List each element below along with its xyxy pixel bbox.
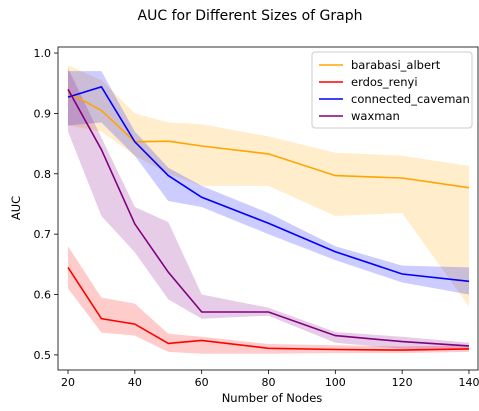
x-tick-label: 100 xyxy=(325,376,346,389)
band-connected_caveman xyxy=(68,71,469,295)
legend-box xyxy=(311,51,473,129)
confidence-bands xyxy=(68,65,469,354)
line-connected_caveman xyxy=(67,85,470,283)
line-barabasi_albert xyxy=(67,91,470,189)
y-tick-label: 0.9 xyxy=(34,107,52,120)
chart-title: AUC for Different Sizes of Graph xyxy=(138,8,363,24)
x-tick-label: 120 xyxy=(392,376,413,389)
x-tick-label: 80 xyxy=(262,376,276,389)
x-tick-label: 40 xyxy=(128,376,142,389)
y-tick-label: 0.6 xyxy=(34,289,52,302)
legend-label-connected_caveman: connected_caveman xyxy=(351,92,470,106)
line-erdos_renyi xyxy=(67,266,470,351)
x-tick-label: 140 xyxy=(458,376,479,389)
y-tick-label: 1.0 xyxy=(34,47,52,60)
band-barabasi_albert xyxy=(68,65,469,307)
series-lines xyxy=(67,85,470,351)
legend-label-erdos_renyi: erdos_renyi xyxy=(351,75,418,89)
legend-label-waxman: waxman xyxy=(351,109,400,123)
y-axis-label: AUC xyxy=(9,196,23,220)
band-waxman xyxy=(68,68,469,349)
line-waxman xyxy=(67,88,470,347)
y-tick-label: 0.5 xyxy=(34,349,52,362)
x-axis-label: Number of Nodes xyxy=(222,391,323,405)
x-axis-ticks: 20 40 60 80 100 120 140 xyxy=(61,370,479,389)
y-tick-label: 0.8 xyxy=(34,168,52,181)
x-tick-label: 20 xyxy=(61,376,75,389)
y-tick-label: 0.7 xyxy=(34,228,52,241)
legend-label-barabasi_albert: barabasi_albert xyxy=(351,58,441,72)
plot-frame xyxy=(57,46,479,371)
legend: barabasi_albert erdos_renyi connected_cave… xyxy=(311,51,473,129)
y-axis-ticks: 0.5 0.6 0.7 0.8 0.9 1.0 xyxy=(34,47,58,362)
x-tick-label: 60 xyxy=(195,376,209,389)
